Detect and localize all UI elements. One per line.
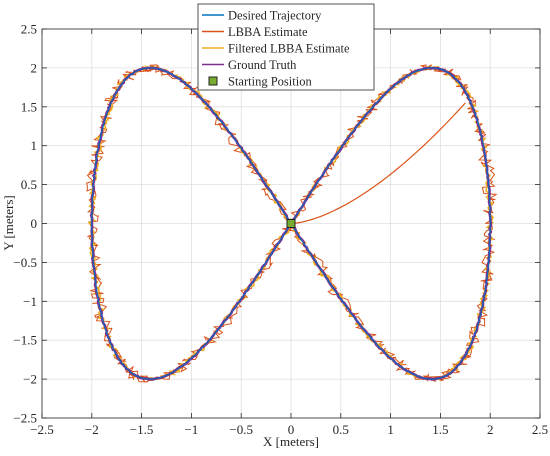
y-tick-label: −0.5 [13,255,37,270]
series-layer [85,64,498,383]
legend-label: Ground Truth [228,58,297,72]
y-tick-label: 0.5 [21,177,37,192]
y-tick-label: −2 [23,372,37,387]
y-axis-label: Y [meters] [1,195,16,250]
x-tick-label: 1 [387,422,394,437]
x-tick-label: 0.5 [333,422,349,437]
legend: Desired Trajectory LBBA Estimate Filtered … [197,3,375,91]
x-tick-label: −2.5 [30,422,54,437]
y-tick-label: −2.5 [13,411,37,426]
y-tick-label: 1.5 [21,99,37,114]
x-tick-label: −1 [184,422,198,437]
y-tick-label: −1 [23,294,37,309]
y-tick-label: 1 [31,138,38,153]
series-transition [290,102,466,225]
legend-label: Desired Trajectory [228,9,322,23]
x-tick-label: −0.5 [229,422,253,437]
axis-ticks: −2.5 −2 −1.5 −1 −0.5 0 0.5 1 1.5 2 2.5 −2.5 −2 −1.5 −1… [13,22,548,438]
x-tick-label: −1.5 [130,422,154,437]
legend-label: LBBA Estimate [228,25,308,39]
y-tick-label: −1.5 [13,333,37,348]
y-tick-label: 0 [31,216,38,231]
starting-position-marker [286,219,296,228]
y-tick-label: 2 [31,60,38,75]
x-tick-label: 2 [487,422,494,437]
legend-label: Filtered LBBA Estimate [228,42,350,56]
x-tick-label: 0 [288,422,295,437]
x-tick-label: −2 [85,422,99,437]
x-tick-label: 1.5 [432,422,448,437]
x-tick-label: 2.5 [532,422,548,437]
y-tick-label: 2.5 [21,22,37,37]
legend-swatch [208,76,218,86]
legend-label: Starting Position [228,75,312,89]
legend-box [197,3,375,91]
x-axis-label: X [meters] [263,434,319,449]
